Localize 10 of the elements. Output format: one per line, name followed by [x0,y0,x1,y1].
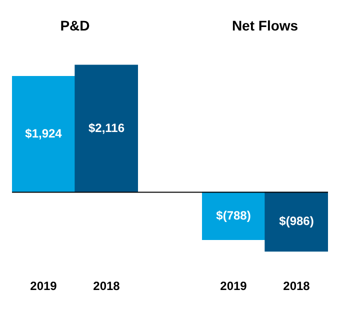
chart-title: P&D [60,17,90,34]
x-tick-label: 2018 [93,279,120,294]
data-label: $(986) [279,214,314,228]
data-label: $1,924 [25,126,62,141]
x-tick-label: 2018 [283,279,310,294]
chart-title: Net Flows [232,17,298,34]
data-label: $(788) [216,208,251,222]
x-tick-label: 2019 [30,279,58,294]
x-tick-label: 2019 [220,279,248,294]
data-label: $2,116 [88,120,125,135]
